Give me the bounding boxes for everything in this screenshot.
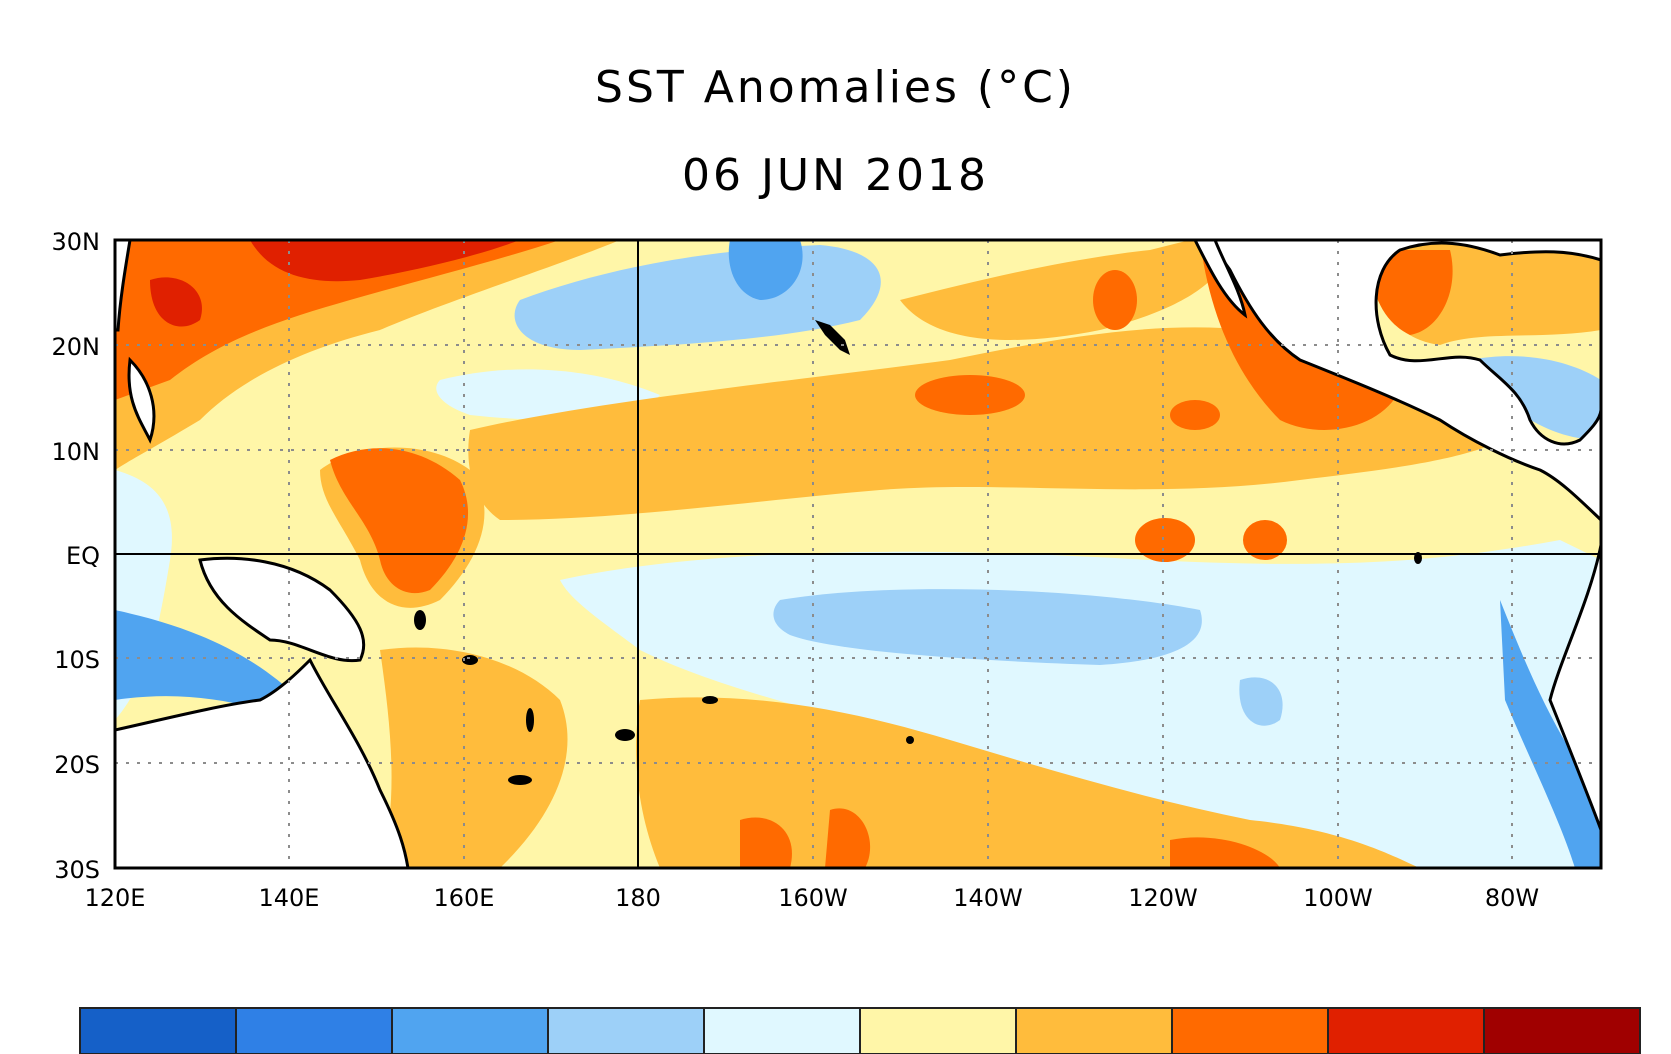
lon-label: 120E (85, 884, 146, 912)
anomaly-caribbean (1470, 356, 1601, 440)
lat-label: 20S (54, 751, 100, 779)
colorbar-swatch (859, 1007, 1017, 1054)
anomaly-north-blue-core (728, 240, 803, 300)
lon-label: 160W (778, 884, 848, 912)
lon-label: 80W (1485, 884, 1539, 912)
anomaly-warm-pool-core (330, 448, 469, 594)
land-asia (115, 240, 132, 332)
colorbar-swatch (235, 1007, 393, 1054)
anomaly-northwest-red-2 (150, 277, 202, 327)
colorbar-swatch (1015, 1007, 1173, 1054)
land-samoa (702, 696, 718, 704)
anomaly-orange-speck-5 (1243, 520, 1287, 560)
anomaly-orange-speck-3 (1170, 400, 1220, 430)
lat-label: 10N (52, 438, 101, 466)
land-islands-2 (462, 655, 478, 665)
chart-date: 06 JUN 2018 (681, 150, 990, 201)
lon-label: 180 (615, 884, 661, 912)
anomaly-light-blue-patch (1239, 677, 1283, 726)
lon-labels: 120E 140E 160E 180 160W 140W 120W 100W 8… (85, 884, 1540, 912)
lon-label: 120W (1128, 884, 1198, 912)
anomaly-gulf-orange (1370, 250, 1453, 335)
land-baja (1193, 240, 1248, 319)
anomaly-indonesia-blue (115, 610, 300, 720)
land-fiji (615, 729, 635, 741)
lon-label: 160E (434, 884, 495, 912)
land-hawaii (815, 320, 850, 355)
chart-title: SST Anomalies (°C) (595, 62, 1076, 113)
colorbar-swatch (79, 1007, 237, 1054)
anomaly-orange-speck-4 (1135, 518, 1195, 562)
colorbar-swatch (703, 1007, 861, 1054)
land-australia (115, 657, 410, 868)
lat-label: 30S (54, 856, 100, 884)
lon-label: 100W (1303, 884, 1373, 912)
anomaly-south-orange-1 (740, 817, 792, 868)
map-frame (113, 238, 1603, 870)
colorbar-swatch (1171, 1007, 1329, 1054)
lat-label: 30N (52, 228, 101, 256)
colorbar-swatch (391, 1007, 549, 1054)
anomaly-peru-coast-blue (1500, 600, 1601, 868)
land-tahiti (906, 736, 914, 744)
lon-label: 140W (953, 884, 1023, 912)
colorbar-swatch (1327, 1007, 1485, 1054)
lat-label: EQ (66, 542, 100, 570)
land-philippines (127, 356, 156, 444)
anomaly-orange-speck-2 (1093, 270, 1137, 330)
colorbar-swatch (547, 1007, 705, 1054)
land-solomon-islands (414, 610, 426, 630)
anomaly-orange-speck-1 (915, 375, 1025, 415)
colorbar (79, 1007, 1641, 1054)
land-south-america (1548, 544, 1601, 831)
anomaly-south-orange-2 (825, 808, 871, 868)
anomaly-south-orange-3 (1170, 837, 1280, 868)
land-new-guinea (198, 556, 366, 663)
lat-labels: 30N 20N 10N EQ 10S 20S 30S (52, 228, 101, 884)
anomaly-coral-sea-warm (380, 647, 568, 868)
anomaly-northwest-red (250, 240, 520, 282)
lon-label: 140E (259, 884, 320, 912)
land-new-caledonia (508, 775, 532, 785)
colorbar-swatch (1483, 1007, 1641, 1054)
lat-label: 20N (52, 333, 101, 361)
land-vanuatu (526, 708, 534, 732)
anomaly-northeast-warm (900, 240, 1230, 340)
anomaly-northwest-orange (115, 240, 560, 400)
lat-label: 10S (54, 646, 100, 674)
